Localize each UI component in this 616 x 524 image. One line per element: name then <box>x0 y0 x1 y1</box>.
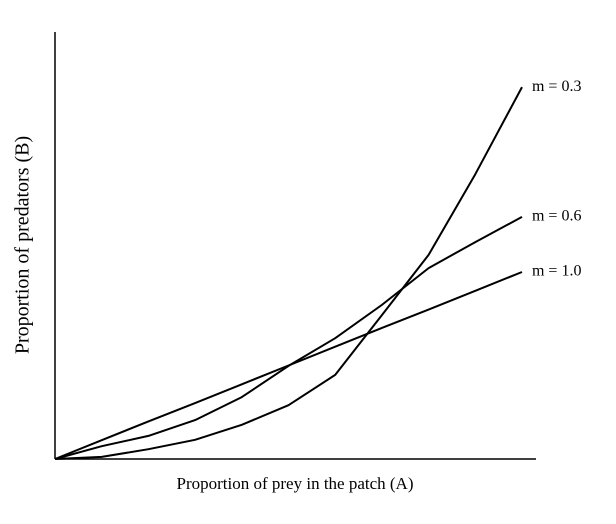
y-axis-title: Proportion of predators (B) <box>12 136 34 354</box>
series-line <box>54 216 523 460</box>
x-axis-title: Proportion of prey in the patch (A) <box>177 474 414 493</box>
series-line <box>54 86 523 460</box>
series-label: m = 1.0 <box>532 263 581 280</box>
series-label: m = 0.3 <box>532 78 581 95</box>
series-label: m = 0.6 <box>532 208 581 225</box>
series-line <box>54 271 523 460</box>
